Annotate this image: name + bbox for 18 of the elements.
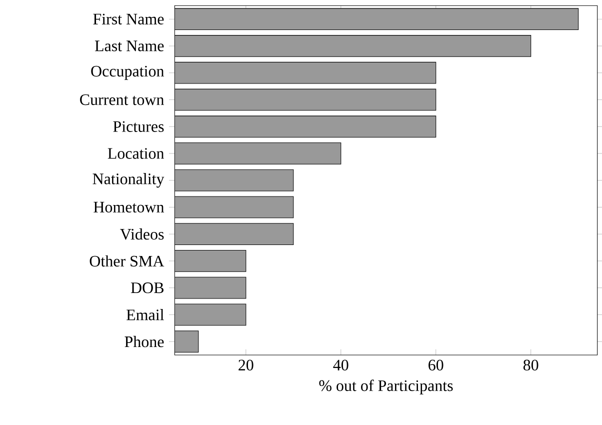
x-tick-label: 60 (428, 360, 444, 370)
y-tick-label: Other SMA (90, 255, 164, 267)
y-tick-label: Phone (124, 336, 164, 348)
x-tick-label: 80 (523, 360, 538, 370)
y-tick-label: Occupation (91, 66, 164, 80)
y-tick-label: Email (126, 309, 164, 320)
y-tick-label: Nationality (92, 173, 164, 188)
x-tick-label: 40 (333, 360, 348, 370)
y-tick-label: Location (108, 148, 164, 159)
y-tick-label: Current town (80, 94, 164, 106)
x-tick-label: 20 (238, 360, 254, 370)
y-tick-label: Videos (120, 228, 164, 240)
y-tick-label: Last Name (94, 40, 164, 52)
x-axis-title: % out of Participants (319, 380, 453, 394)
y-tick-label: Pictures (113, 121, 164, 132)
y-tick-label: DOB (130, 282, 164, 294)
y-tick-label: First Name (93, 14, 164, 24)
y-tick-label: Hometown (94, 202, 164, 213)
